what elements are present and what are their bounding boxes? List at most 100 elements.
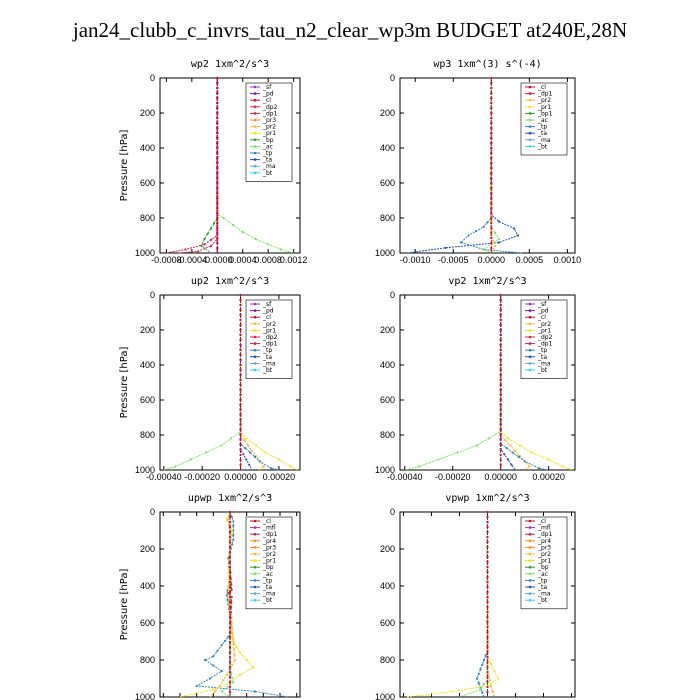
plot-frame (159, 77, 301, 254)
series-point-cl (228, 545, 232, 549)
y-tick-label: 600 (140, 178, 155, 188)
series-point-pr1 (496, 677, 500, 680)
y-tick-label: 200 (140, 544, 155, 554)
x-tick-label: -0.0005 (438, 255, 469, 265)
legend-marker-dp1 (528, 532, 532, 536)
series-point-cl (239, 348, 242, 352)
series-point-pr2 (243, 439, 246, 442)
series-point-ta (510, 463, 513, 466)
series-point-cl (486, 605, 489, 609)
series-point-tp (511, 451, 514, 454)
series-line-ac (459, 512, 488, 698)
legend-marker-pd (528, 309, 532, 312)
series-point-tp (195, 684, 198, 688)
legend-marker-ta (253, 158, 257, 161)
series-point-cl (216, 76, 219, 80)
series-point-cl (499, 438, 502, 442)
series-point-pr2 (232, 648, 236, 651)
series-point-cl (486, 570, 489, 574)
series-point-cl (499, 433, 502, 437)
series-point-cl (216, 206, 219, 210)
legend-marker-cl (253, 98, 257, 102)
series-point-ac (267, 243, 270, 246)
series-point-tp (477, 682, 480, 685)
series-point-cl (499, 368, 502, 372)
series-point-cl (499, 363, 502, 367)
y-tick-label: 600 (140, 395, 155, 405)
legend-marker-pr1 (528, 559, 532, 562)
series-point-ta (444, 246, 447, 249)
series-point-tp (270, 467, 273, 470)
legend-marker-ma (253, 592, 257, 595)
series-point-cl (228, 595, 232, 599)
series-point-tp (477, 672, 480, 676)
series-point-pr1 (227, 584, 230, 588)
chart-title: up2 1xm^2/s^3 (191, 276, 269, 287)
series-point-cl (486, 510, 489, 514)
series-point-cl (239, 463, 242, 467)
series-point-pr1 (506, 437, 509, 440)
series-point-cl (486, 630, 489, 634)
series-point-cl (216, 121, 219, 125)
series-point-cl (499, 353, 502, 357)
legend-label-cl: _cl (262, 518, 271, 525)
series-point-cl (490, 131, 493, 135)
series-point-tp (226, 598, 229, 602)
y-axis-label: Pressure [hPa] (119, 569, 130, 641)
series-point-cl (228, 520, 232, 524)
series-point-pr1 (530, 451, 533, 454)
legend-marker-ma (528, 362, 532, 365)
series-point-dp1 (216, 214, 219, 217)
legend-marker-ma (528, 138, 532, 142)
series-point-ta (513, 227, 516, 230)
series-point-cl (499, 393, 502, 397)
series-point-cl (490, 141, 493, 145)
y-tick-label: 400 (380, 360, 395, 370)
legend-marker-pr1 (253, 559, 257, 562)
series-point-cl (239, 418, 242, 422)
series-point-cl (490, 216, 493, 220)
series-point-cl (228, 670, 232, 674)
series-point-cl (228, 610, 232, 614)
series-point-cl (499, 403, 502, 407)
series-point-cl (216, 146, 219, 150)
legend-label-pr1: _pr1 (262, 327, 276, 334)
series-point-tp (258, 460, 261, 463)
x-tick-label: -0.00040 (387, 472, 423, 482)
series-point-cl (239, 353, 242, 357)
series-point-cl (228, 640, 232, 644)
legend-label-tp: _tp (537, 347, 547, 354)
y-tick-label: 0 (150, 290, 155, 300)
x-tick-label: 0.0004 (229, 255, 257, 265)
legend-label-pr3: _pr3 (262, 117, 276, 124)
series-point-cl (486, 575, 489, 579)
series-point-cl (228, 570, 232, 574)
legend-label-ac: _ac (537, 117, 548, 124)
series-point-dp1 (227, 592, 230, 595)
legend-marker-dp1 (253, 112, 257, 115)
series-point-pr1 (235, 645, 238, 649)
series-point-cl (239, 403, 242, 407)
legend-label-pd: _pd (537, 308, 549, 315)
y-tick-label: 0 (390, 73, 395, 83)
series-line-bp (200, 78, 218, 254)
x-tick-label: 0.00000 (224, 472, 257, 482)
legend-marker-pr2 (253, 125, 257, 128)
x-tick-label: -0.0008 (151, 255, 182, 265)
series-point-cl (239, 368, 242, 372)
series-point-cl (490, 181, 493, 185)
legend-marker-bt (253, 598, 257, 602)
series-point-cl (228, 555, 232, 559)
series-point-ta (516, 234, 520, 237)
series-point-pr1 (245, 437, 248, 440)
legend-marker-pd (253, 92, 257, 95)
series-point-tp (232, 534, 235, 537)
legend-label-pr4: _pr4 (262, 538, 276, 545)
series-point-cl (216, 126, 219, 130)
series-point-cl (486, 535, 489, 539)
series-point-cl (239, 358, 242, 362)
series-point-ac (231, 676, 234, 680)
series-point-cl (490, 221, 493, 225)
series-point-cl (239, 383, 242, 387)
series-point-ta (245, 458, 248, 461)
